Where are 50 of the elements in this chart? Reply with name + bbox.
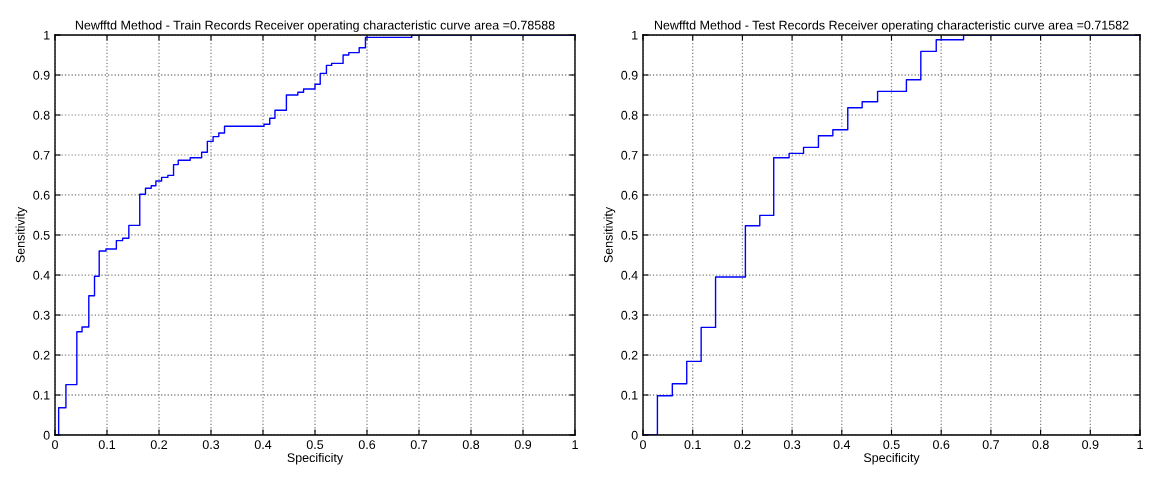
y-tick-label: 0.6	[33, 190, 50, 200]
y-axis-title: Sensitivity	[603, 206, 616, 263]
y-tick-label: 0.6	[621, 190, 638, 200]
x-tick-label: 0.6	[358, 440, 376, 450]
x-tick-label: 0.8	[462, 440, 480, 450]
x-tick-label: 0.1	[98, 440, 116, 450]
y-tick-label: 0.9	[33, 70, 50, 80]
y-tick-label: 0	[43, 430, 50, 440]
chart-title: Newfftd Method - Train Records Receiver operating characteristic curve area =0.78588	[75, 20, 555, 33]
x-tick-label: 0.7	[410, 440, 428, 450]
x-tick-label: 0.3	[783, 440, 801, 450]
y-tick-label: 1	[632, 30, 638, 40]
x-tick-label: 0.4	[833, 440, 851, 450]
y-tick-label: 0.3	[621, 310, 638, 320]
x-tick-label: 0.5	[306, 440, 324, 450]
y-tick-label: 0	[631, 430, 638, 440]
x-tick-label: 0.2	[734, 440, 751, 450]
x-tick-label: 0.3	[202, 440, 220, 450]
x-tick-label: 0.9	[514, 440, 532, 450]
y-tick-label: 0.2	[621, 350, 638, 360]
y-tick-label: 0.2	[33, 350, 50, 360]
y-tick-label: 0.5	[33, 230, 50, 240]
y-tick-label: 0.3	[33, 310, 50, 320]
y-axis-title: Sensitivity	[15, 206, 28, 263]
x-tick-label: 0.4	[254, 440, 272, 450]
x-tick-label: 1	[572, 440, 578, 449]
x-axis-title: Specificity	[287, 452, 344, 465]
x-tick-label: 0.5	[883, 440, 900, 450]
x-tick-label: 0.7	[982, 440, 999, 450]
y-tick-label: 0.7	[621, 150, 638, 160]
x-tick-label: 0.1	[684, 440, 701, 450]
y-tick-label: 0.5	[621, 230, 638, 240]
y-tick-label: 0.4	[621, 270, 638, 280]
y-tick-label: 0.1	[621, 390, 638, 400]
x-axis-title: Specificity	[863, 452, 920, 465]
x-tick-label: 0.9	[1082, 440, 1099, 450]
x-tick-label: 1	[1137, 440, 1143, 449]
x-tick-label: 0.6	[933, 440, 950, 450]
x-tick-label: 0	[52, 440, 58, 450]
y-tick-label: 0.8	[33, 110, 50, 120]
chart-title: Newfftd Method - Test Records Receiver operating characteristic curve area =0.71582	[654, 20, 1129, 33]
y-tick-label: 0.1	[33, 390, 50, 400]
y-tick-label: 0.4	[33, 270, 50, 280]
y-tick-label: 0.7	[33, 150, 50, 160]
y-tick-label: 1	[44, 30, 50, 40]
x-tick-label: 0.2	[150, 440, 168, 450]
x-tick-label: 0.8	[1032, 440, 1049, 450]
y-tick-label: 0.8	[621, 110, 638, 120]
x-tick-label: 0	[640, 440, 646, 450]
y-tick-label: 0.9	[621, 70, 638, 80]
